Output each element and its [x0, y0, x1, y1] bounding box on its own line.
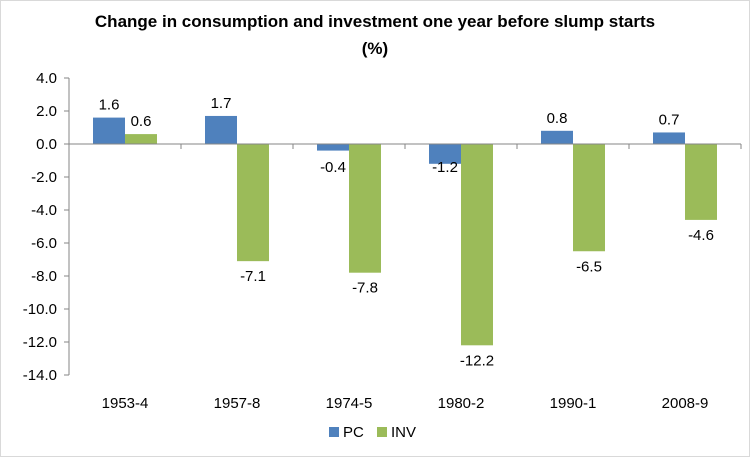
- legend-swatch-inv: [377, 427, 387, 437]
- bar-pc-1990-1: [541, 130, 573, 144]
- y-tick-label: -8.0: [31, 268, 57, 285]
- data-label-inv: -12.2: [460, 352, 494, 369]
- x-tick-label: 1974-5: [326, 395, 373, 412]
- y-tick-label: -10.0: [23, 301, 57, 318]
- bar-pc-1980-2: [429, 144, 461, 164]
- data-label-inv: -6.5: [576, 258, 602, 275]
- y-tick-label: -12.0: [23, 334, 57, 351]
- data-label-inv: -4.6: [688, 227, 714, 244]
- data-label-pc: 0.8: [547, 110, 568, 127]
- legend: PC INV: [329, 424, 416, 441]
- y-tick-label: -6.0: [31, 235, 57, 252]
- bar-pc-1974-5: [317, 144, 349, 151]
- bar-inv-2008-9: [685, 144, 717, 220]
- legend-label-pc: PC: [343, 424, 364, 441]
- bar-inv-1957-8: [237, 144, 269, 262]
- bar-inv-1980-2: [461, 144, 493, 346]
- plot-area: 4.0 2.0 0.0 -2.0 -4.0 -6.0 -8.0 -10.0 -12.0 -14.0…: [23, 70, 742, 412]
- y-tick-label: 4.0: [36, 70, 57, 87]
- data-label-inv: -7.8: [352, 280, 378, 297]
- data-label-pc: 0.7: [659, 111, 680, 128]
- data-label-pc: 1.7: [211, 95, 232, 112]
- bar-inv-1974-5: [349, 144, 381, 273]
- data-label-pc: -0.4: [320, 159, 346, 176]
- bar-pc-1953-4: [93, 117, 125, 144]
- data-label-pc: 1.6: [99, 97, 120, 114]
- legend-swatch-pc: [329, 427, 339, 437]
- bar-pc-1957-8: [205, 115, 237, 144]
- data-label-inv: -7.1: [240, 268, 266, 285]
- chart-subtitle: (%): [362, 39, 388, 58]
- y-tick-label: -4.0: [31, 202, 57, 219]
- data-label-pc: -1.2: [432, 159, 458, 176]
- y-tick-label: 2.0: [36, 103, 57, 120]
- x-tick-label: 1990-1: [550, 395, 597, 412]
- bar-pc-2008-9: [653, 132, 685, 144]
- chart-title: Change in consumption and investment one…: [95, 12, 655, 31]
- y-tick-label: 0.0: [36, 136, 57, 153]
- x-tick-label: 2008-9: [662, 395, 709, 412]
- y-tick-label: -2.0: [31, 169, 57, 186]
- x-tick-label: 1980-2: [438, 395, 485, 412]
- bar-inv-1953-4: [125, 134, 157, 144]
- y-tick-label: -14.0: [23, 367, 57, 384]
- x-tick-label: 1957-8: [214, 395, 261, 412]
- legend-label-inv: INV: [391, 424, 416, 441]
- data-label-inv: 0.6: [131, 113, 152, 130]
- bar-inv-1990-1: [573, 144, 605, 252]
- x-tick-label: 1953-4: [102, 395, 149, 412]
